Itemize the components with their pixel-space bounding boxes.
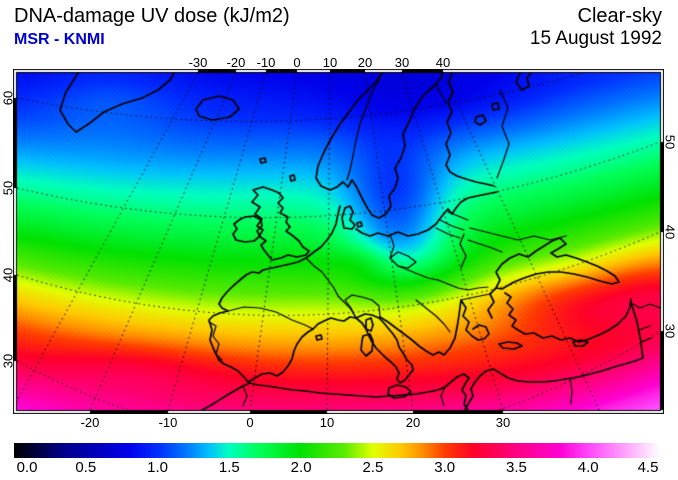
colorbar-tick-label: 0.5 — [75, 459, 97, 476]
top-axis-tick-label: 40 — [435, 55, 451, 70]
page-title: DNA-damage UV dose (kJ/m2) — [14, 5, 290, 27]
bottom-axis-tick-label: 10 — [319, 415, 335, 430]
right-axis-tick-label: 30 — [662, 323, 678, 339]
right-axis-tick-label: 40 — [662, 224, 678, 240]
top-axis-tick-label: -30 — [188, 55, 208, 70]
colorbar-tick-label: 3.5 — [506, 459, 527, 476]
bottom-axis-tick-label: -10 — [158, 415, 178, 430]
left-axis-tick-label: 40 — [0, 267, 16, 283]
colorbar-tick-label: 0.0 — [16, 459, 38, 476]
bottom-axis-tick-label: -20 — [80, 415, 100, 430]
left-axis-tick-label: 60 — [0, 90, 16, 106]
top-axis-tick-label: 0 — [293, 55, 301, 70]
colorbar-tick-label: 2.0 — [290, 459, 312, 476]
top-axis-tick-label: 20 — [357, 55, 373, 70]
top-axis-tick-label: -10 — [256, 55, 276, 70]
sky-condition-label: Clear-sky — [577, 5, 662, 27]
date-label: 15 August 1992 — [529, 28, 662, 49]
left-axis-tick-label: 50 — [0, 180, 16, 196]
colorbar-tick-label: 2.5 — [362, 459, 384, 476]
right-axis-tick-label: 50 — [662, 134, 678, 150]
colorbar-tick-label: 1.0 — [147, 459, 168, 476]
top-axis-tick-label: 10 — [322, 55, 338, 70]
bottom-axis-tick-label: 20 — [405, 415, 421, 430]
bottom-axis-tick-label: 0 — [246, 415, 254, 430]
bottom-axis-tick-label: 30 — [495, 415, 511, 430]
top-axis-tick-label: 30 — [394, 55, 410, 70]
top-axis-tick-label: -20 — [226, 55, 246, 70]
colorbar-tick-label: 3.0 — [434, 459, 456, 476]
colorbar-tick-label: 4.0 — [577, 459, 599, 476]
left-axis-tick-label: 30 — [0, 353, 16, 369]
europe-uv-map — [13, 69, 664, 414]
producer-label: MSR - KNMI — [14, 31, 105, 48]
colorbar-tick-label: 1.5 — [218, 459, 240, 476]
colorbar — [14, 443, 660, 458]
colorbar-tick-label: 4.5 — [637, 459, 659, 476]
